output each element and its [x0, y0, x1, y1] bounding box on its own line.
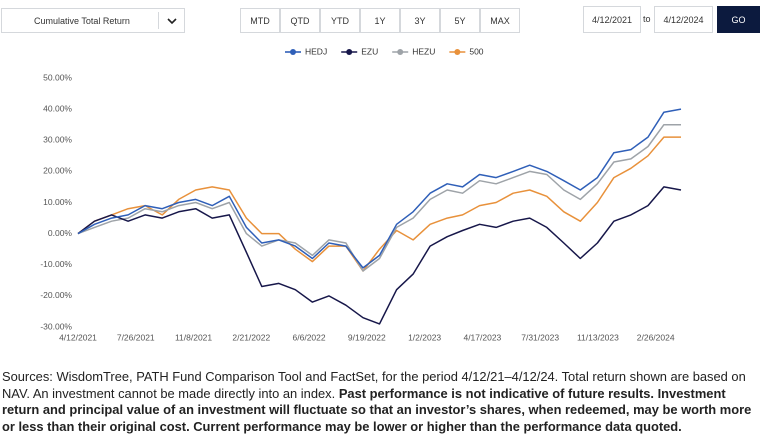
go-button[interactable]: GO [717, 6, 760, 33]
x-tick-label: 2/21/2022 [232, 332, 270, 342]
range-button[interactable]: 1Y [360, 8, 400, 33]
x-tick-label: 11/13/2023 [577, 332, 619, 342]
start-date[interactable]: 4/12/2021 [583, 6, 641, 33]
x-tick-label: 7/31/2023 [521, 332, 559, 342]
chevron [167, 18, 177, 25]
x-tick-label: 9/19/2022 [348, 332, 386, 342]
x-tick-label: 4/17/2023 [463, 332, 501, 342]
y-tick-label: 20.00% [43, 166, 72, 176]
range-button[interactable]: 3Y [400, 8, 440, 33]
legend-label: HEDJ [305, 46, 327, 56]
legend-item: 500 [449, 46, 484, 56]
series-line [77, 186, 682, 325]
legend-item: HEDJ [285, 46, 327, 56]
x-tick-label: 11/8/2021 [175, 332, 212, 342]
legend-label: EZU [361, 46, 378, 56]
footnote: Sources: WisdomTree, PATH Fund Compariso… [2, 369, 762, 435]
range-button[interactable]: MAX [480, 8, 520, 33]
x-tick-label: 2/26/2024 [637, 332, 675, 342]
y-tick-label: -30.00% [40, 321, 72, 331]
footnote-bold: Past performance is not indicative of fu… [2, 385, 752, 434]
legend-marker [290, 49, 296, 55]
x-tick-label: 4/12/2021 [59, 332, 97, 342]
chart: 50.00% 40.00% 30.00% 20.00% 10.00% 0.00% -10.0… [40, 46, 682, 342]
y-tick-label: 40.00% [43, 103, 72, 113]
x-tick-label: 1/2/2023 [408, 332, 441, 342]
series-line [77, 123, 681, 272]
start-date-text: 4/12/2021 [591, 14, 633, 25]
x-tick-label: 6/6/2022 [293, 332, 326, 342]
y-tick-label: 50.00% [43, 72, 72, 82]
y-tick-label: -20.00% [40, 290, 72, 300]
legend-marker [454, 49, 461, 55]
series-line [77, 108, 682, 269]
range-button[interactable]: MTD [240, 8, 280, 33]
range-button[interactable]: 5Y [440, 8, 480, 33]
end-date[interactable]: 4/12/2024 [654, 6, 713, 33]
legend-label: 500 [469, 46, 483, 56]
y-tick-label: 30.00% [43, 135, 72, 145]
range-button[interactable]: YTD [320, 8, 360, 33]
y-tick-label: -10.00% [40, 259, 72, 269]
footnote-text: Sources: WisdomTree, PATH Fund Compariso… [2, 369, 746, 401]
metric-label: Cumulative Total Return [34, 15, 130, 26]
y-tick-label: 10.00% [43, 197, 72, 207]
legend-marker [346, 49, 353, 55]
end-date-text: 4/12/2024 [663, 14, 704, 25]
series-line [77, 136, 681, 272]
legend-label: HEZU [412, 46, 435, 56]
legend-item: HEZU [392, 46, 435, 56]
dropdown-divider [158, 12, 159, 29]
metric-dropdown[interactable]: Cumulative Total Return [1, 8, 185, 33]
go-text: GO [731, 14, 746, 25]
range-button[interactable]: QTD [280, 8, 320, 33]
to-label: to [643, 14, 651, 24]
legend-item: EZU [341, 46, 378, 56]
x-tick-label: 7/26/2021 [117, 332, 155, 342]
legend-marker [397, 49, 404, 55]
y-tick-label: 0.00% [48, 228, 73, 238]
